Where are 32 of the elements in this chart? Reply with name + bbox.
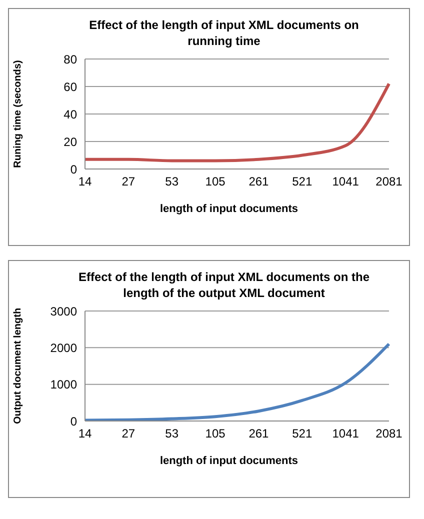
y-tick-label: 0 bbox=[70, 162, 78, 176]
y-tick-label: 60 bbox=[64, 80, 78, 94]
x-tick-label: 521 bbox=[292, 174, 312, 189]
y-tick-label: 40 bbox=[64, 107, 78, 122]
chart-title: Effect of the length of input XML documents on running time bbox=[88, 17, 360, 49]
y-tick-label: 3000 bbox=[50, 304, 78, 318]
y-axis-title: Runing time (seconds) bbox=[12, 60, 24, 168]
x-tick-label: 1041 bbox=[332, 174, 360, 189]
x-tick-label: 105 bbox=[205, 426, 226, 441]
x-tick-label: 261 bbox=[248, 426, 270, 441]
x-tick-label: 2081 bbox=[376, 174, 403, 189]
x-tick-label: 2081 bbox=[376, 426, 403, 441]
y-tick-label: 2000 bbox=[50, 340, 78, 355]
x-axis-title: length of input documents bbox=[158, 203, 300, 215]
y-tick-label: 1000 bbox=[50, 378, 78, 392]
y-tick-label: 20 bbox=[64, 134, 78, 149]
y-tick-label: 80 bbox=[64, 52, 78, 66]
y-axis-title: Output document length bbox=[12, 308, 24, 424]
x-tick-label: 105 bbox=[205, 174, 226, 189]
y-tick-label: 0 bbox=[70, 414, 78, 428]
x-tick-label: 53 bbox=[165, 426, 179, 441]
x-axis-title: length of input documents bbox=[158, 455, 300, 467]
x-tick-label: 14 bbox=[78, 174, 92, 189]
chart-title: Effect of the length of input XML documents on the length of the output XML document bbox=[77, 269, 371, 301]
x-tick-label: 521 bbox=[292, 426, 312, 441]
x-tick-label: 261 bbox=[248, 174, 270, 189]
x-tick-label: 27 bbox=[122, 426, 136, 441]
line-series bbox=[84, 82, 390, 162]
x-tick-label: 27 bbox=[122, 174, 136, 189]
x-tick-label: 1041 bbox=[332, 426, 360, 441]
x-tick-label: 14 bbox=[78, 426, 92, 441]
x-tick-label: 53 bbox=[165, 174, 179, 189]
